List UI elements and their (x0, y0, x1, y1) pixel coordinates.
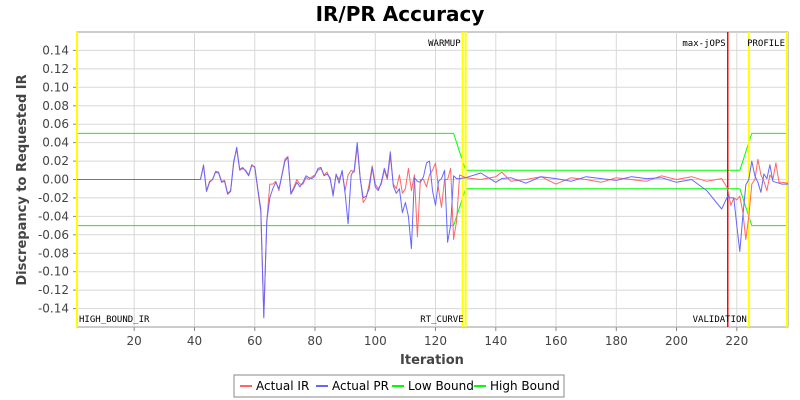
y-tick-label: 0.08 (42, 99, 69, 113)
y-tick-label: 0.06 (42, 117, 69, 131)
y-tick-label: 0.00 (42, 173, 69, 187)
axes: -0.14 -0.12 -0.10 -0.08 -0.06 -0.04 -0.02 0.00 0… (38, 43, 748, 348)
marker-label-max-jops: max-jOPS (682, 39, 725, 49)
chart-title: IR/PR Accuracy (316, 2, 485, 26)
x-tick-label: 180 (605, 334, 628, 348)
marker-label-high-bound-ir: HIGH_BOUND_IR (79, 315, 150, 325)
y-tick-label: -0.14 (38, 302, 69, 316)
y-tick-label: 0.14 (42, 43, 69, 57)
x-tick-label: 220 (725, 334, 748, 348)
series-line-actual-pr (77, 142, 788, 319)
legend-label: Low Bound (408, 379, 474, 393)
legend-label: High Bound (490, 379, 560, 393)
legend-label: Actual IR (256, 379, 309, 393)
y-tick-label: -0.10 (38, 265, 69, 279)
x-tick-label: 60 (247, 334, 262, 348)
y-tick-label: -0.02 (38, 191, 69, 205)
x-tick-label: 160 (545, 334, 568, 348)
marker-label-rt-curve: RT_CURVE (420, 315, 463, 325)
x-tick-label: 40 (187, 334, 202, 348)
y-tick-label: -0.06 (38, 228, 69, 242)
grid (77, 32, 788, 327)
y-tick-label: -0.04 (38, 209, 69, 223)
y-tick-label: -0.08 (38, 246, 69, 260)
marker-label-validation: VALIDATION (693, 315, 747, 325)
y-tick-label: 0.02 (42, 154, 69, 168)
marker-label-profile: PROFILE (747, 39, 785, 49)
x-tick-label: 100 (364, 334, 387, 348)
y-tick-label: 0.04 (42, 136, 69, 150)
x-axis-label: Iteration (400, 353, 464, 368)
legend-label: Actual PR (332, 379, 389, 393)
y-tick-label: 0.12 (42, 62, 69, 76)
marker-label-warmup: WARMUP (428, 39, 461, 49)
y-tick-label: -0.12 (38, 283, 69, 297)
x-tick-label: 140 (484, 334, 507, 348)
y-tick-label: 0.10 (42, 80, 69, 94)
legend: Actual IR Actual PR Low Bound High Bound (233, 374, 565, 398)
x-tick-label: 120 (424, 334, 447, 348)
x-tick-label: 80 (307, 334, 322, 348)
x-tick-label: 20 (127, 334, 142, 348)
data-series (77, 142, 789, 319)
y-axis-label: Discrepancy to Requested IR (15, 74, 30, 285)
x-tick-label: 200 (665, 334, 688, 348)
